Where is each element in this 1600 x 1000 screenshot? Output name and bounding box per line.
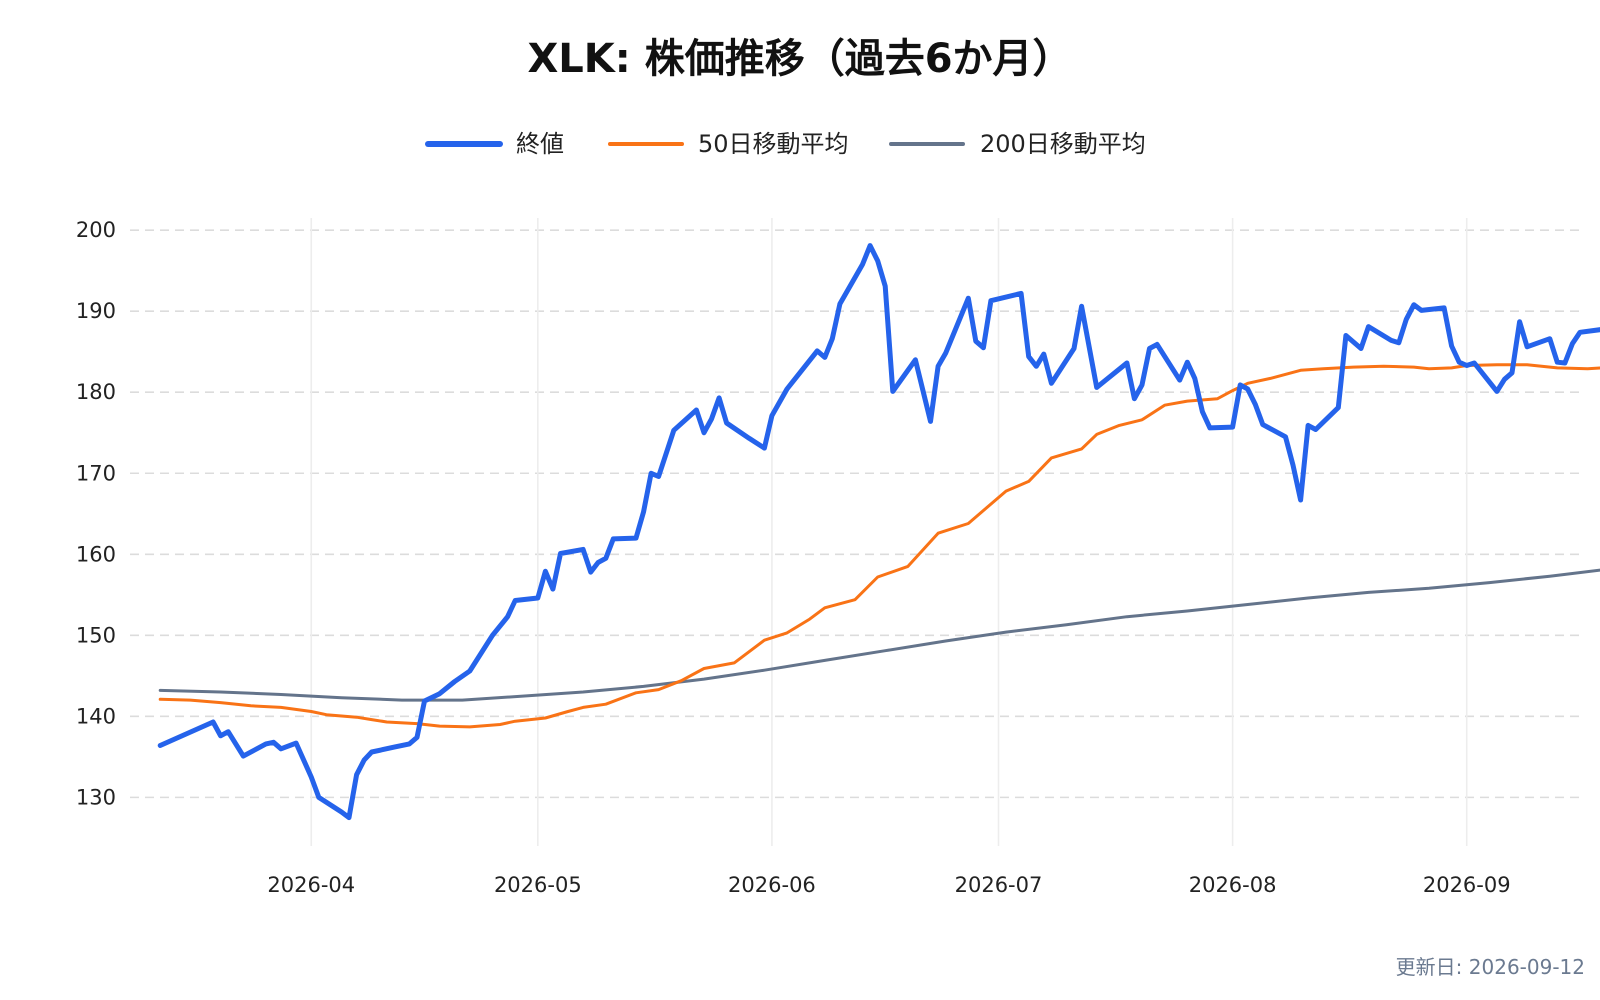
x-tick-label: 2026-04 xyxy=(267,873,355,897)
x-tick-label: 2026-09 xyxy=(1423,873,1511,897)
y-tick-label: 170 xyxy=(76,461,116,485)
y-tick-label: 190 xyxy=(76,299,116,323)
series-line-2 xyxy=(158,568,1600,702)
y-axis: 130 140 150 160 170 180 190 200 xyxy=(76,218,116,809)
updated-date: 更新日: 2026-09-12 xyxy=(1396,955,1585,979)
legend-label: 200日移動平均 xyxy=(980,130,1146,158)
legend: 終値 50日移動平均 200日移動平均 xyxy=(425,130,1146,158)
y-tick-label: 140 xyxy=(76,704,116,728)
y-tick-label: 180 xyxy=(76,380,116,404)
legend-label: 50日移動平均 xyxy=(698,130,849,158)
legend-label: 終値 xyxy=(516,130,564,158)
y-tick-label: 160 xyxy=(76,542,116,566)
y-tick-label: 150 xyxy=(76,623,116,647)
series-line-0 xyxy=(157,243,1600,821)
plot-area xyxy=(157,243,1600,821)
series-line-1 xyxy=(158,363,1600,729)
y-tick-label: 130 xyxy=(76,785,116,809)
x-axis: 2026-04 2026-05 2026-06 2026-07 2026-08 2026-… xyxy=(267,873,1510,897)
grid xyxy=(130,218,1580,846)
x-tick-label: 2026-07 xyxy=(955,873,1043,897)
y-tick-label: 200 xyxy=(76,218,116,242)
x-tick-label: 2026-05 xyxy=(494,873,582,897)
x-tick-label: 2026-08 xyxy=(1189,873,1277,897)
chart-title: XLK: 株価推移（過去6か月） xyxy=(527,36,1072,82)
x-tick-label: 2026-06 xyxy=(728,873,816,897)
